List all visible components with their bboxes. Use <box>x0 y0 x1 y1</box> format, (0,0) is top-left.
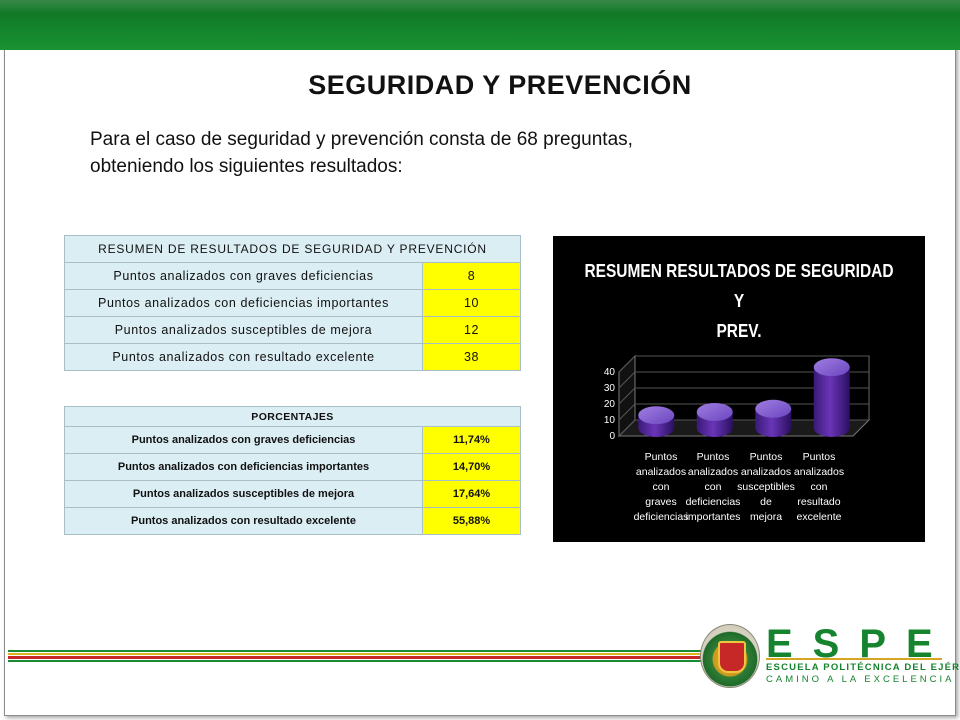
institution-seal-icon <box>700 624 760 688</box>
gridline-side <box>618 403 636 421</box>
table-row: Puntos analizados con resultado excelent… <box>64 343 521 371</box>
logo-subtitle: ESCUELA POLITÉCNICA DEL EJÉRCITO <box>766 662 960 673</box>
gridline-side <box>618 355 636 373</box>
gridline-side <box>618 387 636 405</box>
y-tick-label: 30 <box>603 383 615 394</box>
row-label: Puntos analizados con resultado excelent… <box>64 343 423 371</box>
row-label: Puntos analizados susceptibles de mejora <box>64 480 423 508</box>
row-label: Puntos analizados con resultado excelent… <box>64 507 423 535</box>
x-category-label: Puntos analizados susceptibles de mejora <box>737 451 795 523</box>
bar-body <box>813 367 850 437</box>
table-row: Puntos analizados con graves deficiencia… <box>64 426 521 454</box>
percent-table-header: PORCENTAJES <box>64 406 521 427</box>
row-value: 17,64% <box>422 480 521 508</box>
top-green-bar <box>0 0 960 50</box>
results-chart: RESUMEN RESULTADOS DE SEGURIDAD Y PREV. … <box>553 236 925 542</box>
row-label: Puntos analizados susceptibles de mejora <box>64 316 423 344</box>
decorative-stripes <box>8 650 703 664</box>
x-category-label: Puntos analizados con deficiencias impor… <box>685 451 741 523</box>
intro-line-1: Para el caso de seguridad y prevención c… <box>90 129 633 150</box>
summary-table: RESUMEN DE RESULTADOS DE SEGURIDAD Y PRE… <box>64 235 521 371</box>
percent-table: PORCENTAJES Puntos analizados con graves… <box>64 406 521 535</box>
row-value: 55,88% <box>422 507 521 535</box>
logo-divider <box>766 658 942 660</box>
x-category-label: Puntos analizados con resultado excelent… <box>793 451 845 523</box>
chart-title: RESUMEN RESULTADOS DE SEGURIDAD Y PREV. <box>579 256 899 346</box>
bar-1 <box>696 403 733 437</box>
table-row: Puntos analizados con deficiencias impor… <box>64 453 521 481</box>
row-value: 14,70% <box>422 453 521 481</box>
bar-0 <box>638 406 675 437</box>
bar-top <box>813 358 850 377</box>
table-row: Puntos analizados con resultado excelent… <box>64 507 521 535</box>
row-label: Puntos analizados con deficiencias impor… <box>64 453 423 481</box>
gridline-side <box>618 419 636 437</box>
y-tick-label: 10 <box>603 415 615 426</box>
bar-top <box>638 406 675 425</box>
bar-2 <box>755 399 792 437</box>
y-tick-label: 20 <box>603 399 615 410</box>
table-row: Puntos analizados con deficiencias impor… <box>64 289 521 317</box>
row-value: 38 <box>422 343 521 371</box>
table-row: Puntos analizados susceptibles de mejora… <box>64 480 521 508</box>
y-tick-label: 40 <box>603 367 615 378</box>
chart-title-line-1: RESUMEN RESULTADOS DE SEGURIDAD Y <box>584 261 894 311</box>
row-value: 11,74% <box>422 426 521 454</box>
bar-top <box>755 399 792 418</box>
intro-text: Para el caso de seguridad y prevención c… <box>90 126 790 180</box>
y-tick-label: 0 <box>609 431 615 442</box>
gridline-side <box>618 371 636 389</box>
row-value: 8 <box>422 262 521 290</box>
row-value: 10 <box>422 289 521 317</box>
chart-plot <box>617 354 871 438</box>
table-row: Puntos analizados susceptibles de mejora… <box>64 316 521 344</box>
table-row: Puntos analizados con graves deficiencia… <box>64 262 521 290</box>
x-category-label: Puntos analizados con graves deficiencia… <box>633 451 689 523</box>
summary-table-header: RESUMEN DE RESULTADOS DE SEGURIDAD Y PRE… <box>64 235 521 263</box>
espe-logo: ESPE ESCUELA POLITÉCNICA DEL EJÉRCITO CA… <box>700 622 960 694</box>
chart-title-line-2: PREV. <box>716 321 762 341</box>
intro-line-2: obteniendo los siguientes resultados: <box>90 156 403 177</box>
row-value: 12 <box>422 316 521 344</box>
logo-tagline: CAMINO A LA EXCELENCIA <box>766 674 955 685</box>
row-label: Puntos analizados con deficiencias impor… <box>64 289 423 317</box>
row-label: Puntos analizados con graves deficiencia… <box>64 262 423 290</box>
slide-title: SEGURIDAD Y PREVENCIÓN <box>308 70 692 100</box>
bar-top <box>696 403 733 421</box>
bar-3 <box>813 358 850 437</box>
row-label: Puntos analizados con graves deficiencia… <box>64 426 423 454</box>
